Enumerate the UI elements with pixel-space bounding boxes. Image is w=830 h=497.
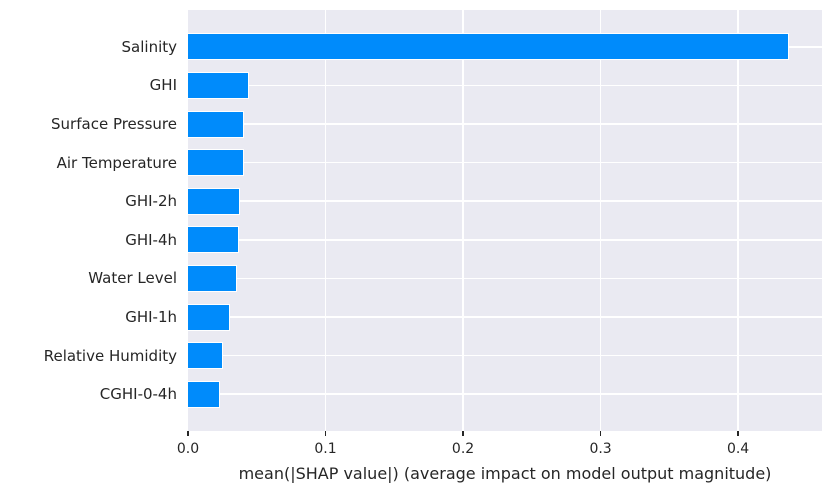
horizontal-gridline [188,316,822,318]
horizontal-gridline [188,354,822,357]
y-tick-label: Relative Humidity [43,346,177,365]
x-tick-label: 0.3 [589,441,612,457]
y-tick-label: Water Level [88,269,177,288]
bar-relative-humidity [188,342,223,370]
horizontal-gridline [188,200,822,202]
x-tick-mark [599,431,602,436]
y-tick-label: GHI-2h [125,192,177,211]
x-tick-mark [187,431,189,436]
y-tick-label: Air Temperature [56,153,177,172]
horizontal-gridline [188,161,822,164]
x-tick-mark [324,431,327,436]
horizontal-gridline [188,239,822,241]
bar-surface-pressure [188,110,245,138]
bar-ghi-1h [188,303,230,331]
x-tick-mark [462,431,464,436]
bar-water-level [188,264,237,292]
plot-area [188,10,822,431]
x-tick-label: 0.2 [451,441,475,457]
horizontal-gridline [188,393,822,395]
y-tick-label: CGHI-0-4h [99,385,177,404]
bar-ghi-2h [188,187,240,215]
y-tick-label: Surface Pressure [51,114,177,133]
x-tick-label: 0.1 [314,441,337,457]
y-tick-label: GHI-4h [125,230,177,249]
horizontal-gridline [188,123,822,125]
bar-cghi-0-4h [188,380,221,408]
horizontal-gridline [188,277,822,280]
horizontal-gridline [188,84,822,87]
bar-ghi-4h [188,226,239,254]
bar-salinity [188,33,789,61]
x-tick-label: 0.0 [176,441,200,457]
vertical-gridline [462,10,464,431]
x-axis-label: mean(|SHAP value|) (average impact on mo… [238,464,772,483]
vertical-gridline [324,10,327,431]
x-tick-label: 0.4 [726,441,750,457]
y-tick-label: GHI-1h [125,307,177,326]
y-tick-label: GHI [149,76,177,95]
vertical-gridline [737,10,739,431]
bar-air-temperature [188,149,244,177]
x-tick-mark [737,431,739,436]
bar-ghi [188,71,249,99]
y-tick-label: Salinity [121,37,177,56]
vertical-gridline [599,10,602,431]
